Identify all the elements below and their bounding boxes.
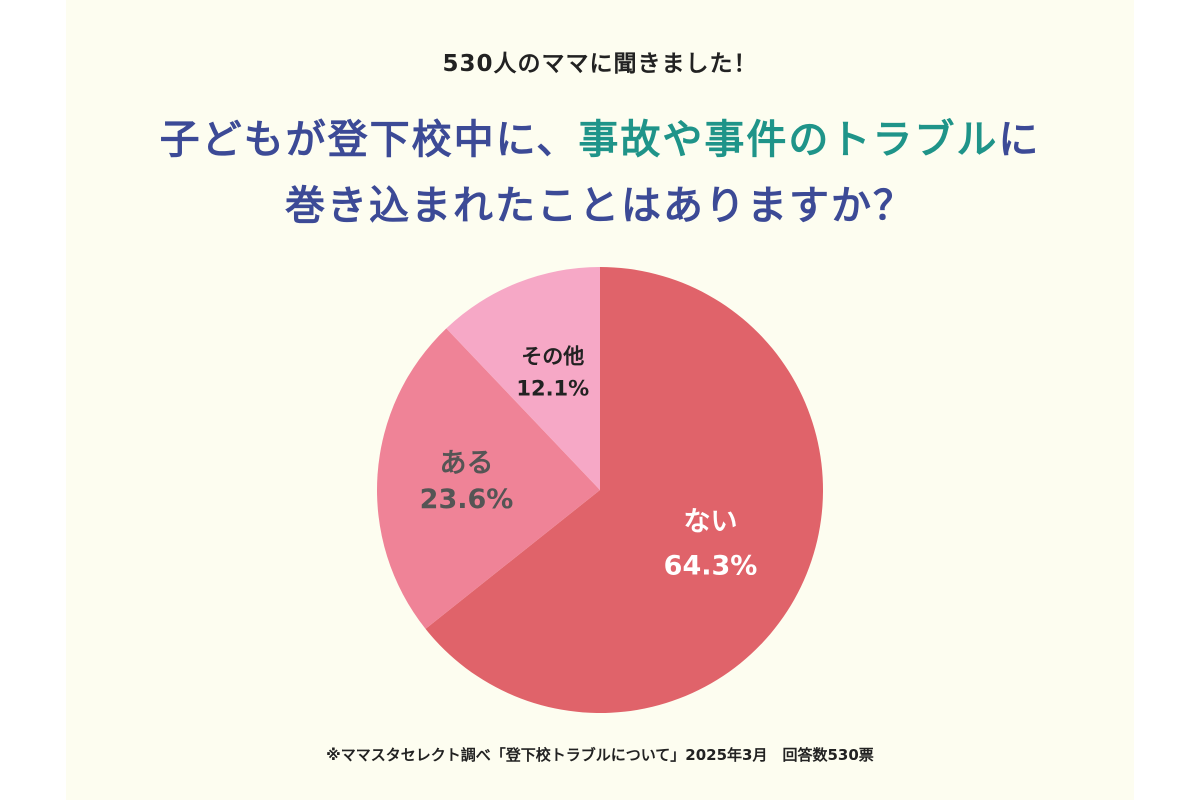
pie-slice-label: ある (440, 448, 494, 479)
pie-slice (425, 266, 824, 713)
chart-subtitle: 530人のママに聞きました！ (442, 51, 758, 77)
pie-slice-label: その他 (521, 344, 584, 368)
title-line1-part1: 子どもが登下校中に、 (159, 117, 579, 163)
title-line1-highlight: 事故や事件のトラブル (578, 117, 999, 163)
pie-slice-value-label: 64.3% (664, 551, 758, 582)
title-line1-part2: に (998, 117, 1041, 163)
pie-slice (377, 328, 600, 629)
source-footnote: ※ママスタセレクト調べ「登下校トラブルについて」2025年3月 回答数530票 (326, 746, 874, 764)
pie-slice-label: ない (684, 507, 738, 538)
pie-slice (446, 267, 600, 490)
pie-slice-value-label: 23.6% (420, 484, 514, 515)
chart-title-line1: 子どもが登下校中に、事故や事件のトラブルに (0, 112, 1200, 168)
pie-slice-value-label: 12.1% (516, 376, 589, 400)
chart-title-line2: 巻き込まれたことはありますか？ (285, 183, 915, 229)
